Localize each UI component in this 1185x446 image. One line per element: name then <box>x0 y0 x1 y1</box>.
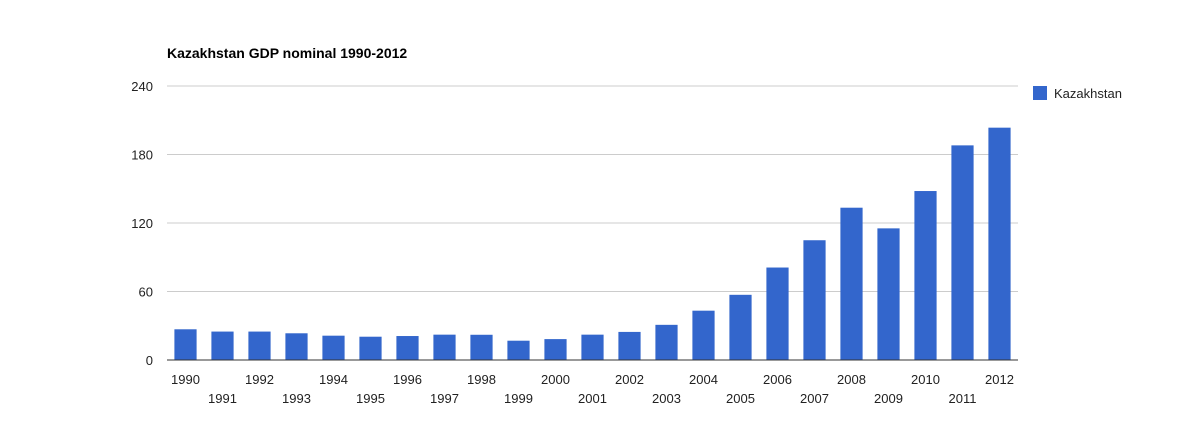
x-tick-label: 1999 <box>504 391 533 406</box>
y-tick-label: 120 <box>131 216 153 231</box>
bar-2003[interactable] <box>655 324 678 360</box>
bar-1994[interactable] <box>322 335 345 360</box>
bar-2011[interactable] <box>951 145 974 360</box>
x-tick-label: 1993 <box>282 391 311 406</box>
x-tick-label: 2012 <box>985 372 1014 387</box>
x-tick-label: 2005 <box>726 391 755 406</box>
x-tick-label: 1991 <box>208 391 237 406</box>
x-tick-label: 1990 <box>171 372 200 387</box>
bar-2009[interactable] <box>877 228 900 360</box>
bar-2000[interactable] <box>544 339 567 360</box>
x-tick-label: 2009 <box>874 391 903 406</box>
x-tick-label: 2004 <box>689 372 718 387</box>
bar-1996[interactable] <box>396 336 419 360</box>
x-tick-label: 2001 <box>578 391 607 406</box>
x-tick-label: 2007 <box>800 391 829 406</box>
bar-2002[interactable] <box>618 331 641 360</box>
gridlines <box>167 85 1018 292</box>
x-tick-label: 1994 <box>319 372 348 387</box>
x-tick-label: 2002 <box>615 372 644 387</box>
x-tick-label: 1995 <box>356 391 385 406</box>
bar-2010[interactable] <box>914 191 937 360</box>
legend-swatch <box>1033 86 1047 100</box>
bar-2007[interactable] <box>803 240 826 360</box>
y-tick-label: 180 <box>131 148 153 163</box>
x-tick-label: 1997 <box>430 391 459 406</box>
x-tick-label: 2011 <box>949 391 977 406</box>
bar-2008[interactable] <box>840 207 863 360</box>
bar-1999[interactable] <box>507 340 530 360</box>
bar-1997[interactable] <box>433 334 456 360</box>
bar-2006[interactable] <box>766 267 789 360</box>
chart-title: Kazakhstan GDP nominal 1990-2012 <box>167 45 407 61</box>
legend[interactable]: Kazakhstan <box>1033 86 1122 101</box>
bar-2001[interactable] <box>581 334 604 360</box>
bar-1995[interactable] <box>359 336 382 360</box>
bar-1990[interactable] <box>174 329 197 360</box>
bar-1993[interactable] <box>285 333 308 360</box>
x-tick-label: 1996 <box>393 372 422 387</box>
y-tick-label: 0 <box>146 353 153 368</box>
x-tick-label: 1998 <box>467 372 496 387</box>
legend-label: Kazakhstan <box>1054 86 1122 101</box>
x-tick-label: 2008 <box>837 372 866 387</box>
bars <box>174 127 1011 360</box>
x-tick-label: 1992 <box>245 372 274 387</box>
bar-1991[interactable] <box>211 331 234 360</box>
y-tick-label: 240 <box>131 79 153 94</box>
x-tick-label: 2000 <box>541 372 570 387</box>
x-tick-label: 2010 <box>911 372 940 387</box>
axes: 0 60 120 180 240 1990 1991 1992 1993 1994 1995 1996… <box>131 79 1018 406</box>
x-tick-label: 2003 <box>652 391 681 406</box>
bar-2005[interactable] <box>729 294 752 360</box>
bar-1992[interactable] <box>248 331 271 360</box>
bar-1998[interactable] <box>470 334 493 360</box>
bar-2012[interactable] <box>988 127 1011 360</box>
y-tick-label: 60 <box>139 285 153 300</box>
x-tick-label: 2006 <box>763 372 792 387</box>
bar-2004[interactable] <box>692 310 715 360</box>
